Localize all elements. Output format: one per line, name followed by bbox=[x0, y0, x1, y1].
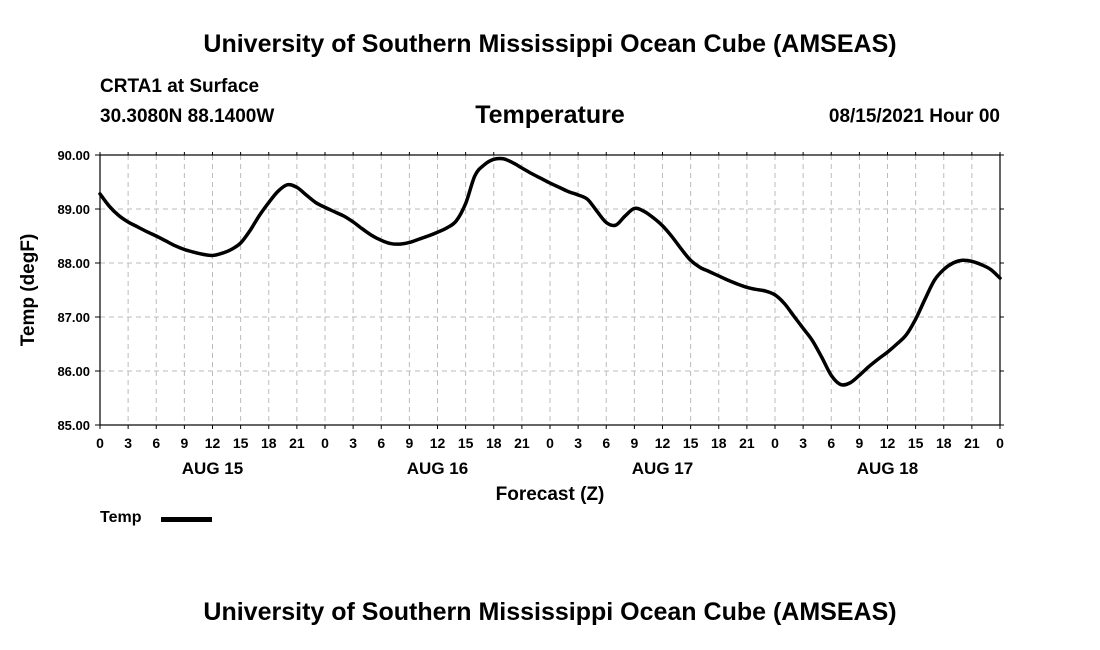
x-tick-label: 6 bbox=[827, 435, 835, 451]
grid-lines bbox=[100, 155, 1000, 425]
y-tick-label: 89.00 bbox=[57, 202, 90, 217]
x-tick-label: 18 bbox=[261, 435, 277, 451]
y-axis-label: Temp (degF) bbox=[18, 234, 39, 347]
x-tick-label: 12 bbox=[430, 435, 446, 451]
x-day-label: AUG 17 bbox=[632, 459, 693, 478]
x-tick-label: 3 bbox=[349, 435, 357, 451]
x-tick-label: 0 bbox=[96, 435, 104, 451]
x-tick-label: 9 bbox=[630, 435, 638, 451]
x-tick-label: 0 bbox=[546, 435, 554, 451]
station-coordinates: 30.3080N 88.1400W bbox=[100, 106, 275, 127]
y-tick-label: 86.00 bbox=[57, 364, 90, 379]
series-line-temp bbox=[98, 156, 1002, 387]
x-tick-label: 15 bbox=[233, 435, 249, 451]
x-tick-label: 0 bbox=[996, 435, 1004, 451]
axis-ticks: 85.00 86.00 87.00 88.00 89.00 90.00 0 3 6 9 12 15 18… bbox=[57, 148, 1004, 478]
legend-label: Temp bbox=[100, 509, 142, 526]
x-day-label: AUG 15 bbox=[182, 459, 243, 478]
x-tick-label: 12 bbox=[880, 435, 896, 451]
x-tick-label: 6 bbox=[377, 435, 385, 451]
x-tick-label: 3 bbox=[124, 435, 132, 451]
x-tick-label: 21 bbox=[289, 435, 305, 451]
legend-swatch bbox=[161, 517, 212, 522]
x-tick-label: 18 bbox=[486, 435, 502, 451]
forecast-datetime: 08/15/2021 Hour 00 bbox=[828, 106, 1000, 127]
y-tick-label: 88.00 bbox=[57, 256, 90, 271]
x-day-label: AUG 18 bbox=[857, 459, 918, 478]
x-axis-label: Forecast (Z) bbox=[496, 484, 605, 505]
footer-title: University of Southern Mississippi Ocean… bbox=[203, 598, 897, 626]
x-tick-label: 3 bbox=[574, 435, 582, 451]
x-tick-label: 18 bbox=[711, 435, 727, 451]
x-tick-label: 15 bbox=[683, 435, 699, 451]
x-tick-label: 0 bbox=[321, 435, 329, 451]
x-day-label: AUG 16 bbox=[407, 459, 468, 478]
x-tick-label: 6 bbox=[602, 435, 610, 451]
x-tick-label: 21 bbox=[964, 435, 980, 451]
x-tick-label: 3 bbox=[799, 435, 807, 451]
x-tick-label: 0 bbox=[771, 435, 779, 451]
x-tick-label: 12 bbox=[205, 435, 221, 451]
x-tick-label: 21 bbox=[739, 435, 755, 451]
x-tick-label: 21 bbox=[514, 435, 530, 451]
x-tick-label: 15 bbox=[908, 435, 924, 451]
station-label: CRTA1 at Surface bbox=[100, 76, 260, 97]
x-tick-label: 12 bbox=[655, 435, 671, 451]
x-tick-label: 15 bbox=[458, 435, 474, 451]
x-tick-label: 9 bbox=[405, 435, 413, 451]
x-tick-label: 9 bbox=[855, 435, 863, 451]
x-tick-label: 18 bbox=[936, 435, 952, 451]
y-tick-label: 85.00 bbox=[57, 418, 90, 433]
series-group bbox=[98, 156, 1002, 387]
y-tick-label: 87.00 bbox=[57, 310, 90, 325]
x-tick-label: 6 bbox=[152, 435, 160, 451]
y-tick-label: 90.00 bbox=[57, 148, 90, 163]
x-tick-label: 9 bbox=[180, 435, 188, 451]
chart-title: University of Southern Mississippi Ocean… bbox=[203, 30, 897, 58]
parameter-title: Temperature bbox=[475, 101, 625, 129]
